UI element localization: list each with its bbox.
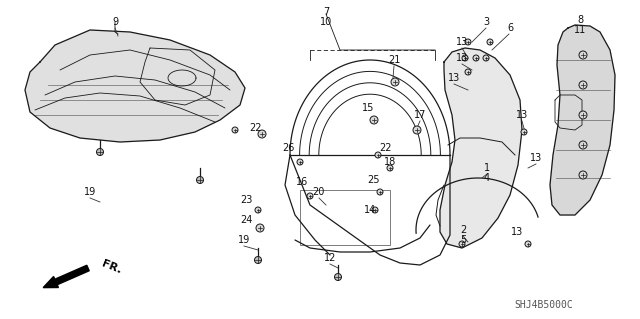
Polygon shape <box>25 30 245 142</box>
Text: 4: 4 <box>484 173 490 183</box>
Text: SHJ4B5000C: SHJ4B5000C <box>515 300 573 310</box>
Polygon shape <box>440 48 522 248</box>
Text: 15: 15 <box>362 103 374 113</box>
Text: 25: 25 <box>368 175 380 185</box>
Text: 21: 21 <box>388 55 400 65</box>
Circle shape <box>579 141 587 149</box>
Circle shape <box>413 126 421 134</box>
Text: 10: 10 <box>320 17 332 27</box>
Circle shape <box>297 159 303 165</box>
Circle shape <box>465 69 471 75</box>
Circle shape <box>487 39 493 45</box>
Circle shape <box>196 176 204 183</box>
Circle shape <box>255 207 261 213</box>
Text: 16: 16 <box>296 177 308 187</box>
Circle shape <box>258 130 266 138</box>
Text: 13: 13 <box>456 37 468 47</box>
Text: 22: 22 <box>380 143 392 153</box>
Circle shape <box>521 129 527 135</box>
Text: 13: 13 <box>511 227 523 237</box>
Text: 20: 20 <box>312 187 324 197</box>
Text: 12: 12 <box>324 253 336 263</box>
Text: 13: 13 <box>448 73 460 83</box>
Circle shape <box>335 273 342 280</box>
Circle shape <box>377 189 383 195</box>
Text: 17: 17 <box>414 110 426 120</box>
FancyArrow shape <box>43 265 89 288</box>
Text: 3: 3 <box>483 17 489 27</box>
Circle shape <box>232 127 238 133</box>
Circle shape <box>391 78 399 86</box>
Circle shape <box>307 193 313 199</box>
Circle shape <box>255 256 262 263</box>
Text: 5: 5 <box>460 235 466 245</box>
Circle shape <box>525 241 531 247</box>
Text: 8: 8 <box>577 15 583 25</box>
Text: 22: 22 <box>249 123 261 133</box>
Text: 26: 26 <box>282 143 294 153</box>
Text: 1: 1 <box>484 163 490 173</box>
Text: 23: 23 <box>240 195 252 205</box>
Text: 19: 19 <box>84 187 96 197</box>
Circle shape <box>579 51 587 59</box>
Circle shape <box>256 224 264 232</box>
Circle shape <box>97 149 104 155</box>
Circle shape <box>579 81 587 89</box>
Text: 13: 13 <box>516 110 528 120</box>
Polygon shape <box>550 25 615 215</box>
Text: FR.: FR. <box>100 258 123 276</box>
Text: 13: 13 <box>530 153 542 163</box>
Circle shape <box>579 111 587 119</box>
Circle shape <box>459 241 465 247</box>
Text: 13: 13 <box>456 53 468 63</box>
Circle shape <box>372 207 378 213</box>
Text: 7: 7 <box>323 7 329 17</box>
Text: 6: 6 <box>507 23 513 33</box>
Text: 14: 14 <box>364 205 376 215</box>
Circle shape <box>462 55 468 61</box>
Text: 24: 24 <box>240 215 252 225</box>
Text: 19: 19 <box>238 235 250 245</box>
Text: 11: 11 <box>574 25 586 35</box>
Text: 9: 9 <box>112 17 118 27</box>
Text: 18: 18 <box>384 157 396 167</box>
Text: 2: 2 <box>460 225 466 235</box>
Circle shape <box>465 39 471 45</box>
Circle shape <box>375 152 381 158</box>
Circle shape <box>370 116 378 124</box>
Circle shape <box>579 171 587 179</box>
Circle shape <box>483 55 489 61</box>
Circle shape <box>387 165 393 171</box>
Circle shape <box>473 55 479 61</box>
